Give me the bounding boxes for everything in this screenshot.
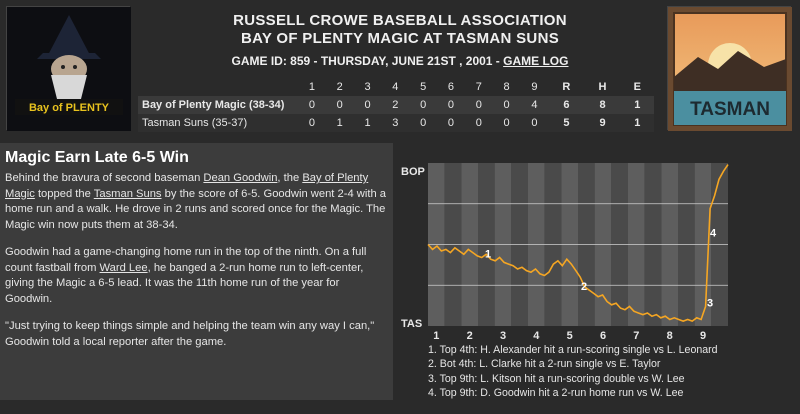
- inning-score: 0: [298, 96, 326, 114]
- inning-label: 1: [433, 330, 439, 342]
- inning-score: 0: [492, 96, 521, 114]
- story-text: , he banged a 2-run home run to left-cen…: [5, 261, 364, 305]
- win-probability-line: [427, 164, 729, 322]
- team-link-bop[interactable]: Bay of Plenty Magic: [5, 172, 369, 200]
- inning-label: 8: [667, 330, 673, 342]
- inning-score: 0: [409, 96, 438, 114]
- scoring-note: 2. Bot 4th: L. Clarke hit a 2-run single…: [428, 358, 661, 371]
- inning-header: 4: [392, 81, 399, 93]
- home-team-name[interactable]: Tasman Suns (35-37): [138, 114, 298, 132]
- story-text: by the score of 6-5. Goodwin went 2-4 wi…: [5, 187, 387, 231]
- inning-score: 0: [409, 114, 438, 132]
- inning-label: 2: [467, 330, 473, 342]
- away-team-name[interactable]: Bay of Plenty Magic (38-34): [138, 96, 298, 114]
- inning-label: 7: [633, 330, 639, 342]
- scoring-note: 4. Top 9th: D. Goodwin hit a 2-run home …: [428, 387, 684, 400]
- inning-score: 4: [520, 96, 549, 114]
- errors-total: 1: [620, 114, 654, 132]
- inning-label: 3: [500, 330, 506, 342]
- runs-total: 5: [548, 114, 585, 132]
- inning-header: 5: [420, 81, 427, 93]
- win-probability-chart: BOP TAS 1 2 3 4 1 2 3 4 5 6 7 8 9: [395, 143, 795, 408]
- title-block: RUSSELL CROWE BASEBALL ASSOCIATION BAY O…: [140, 12, 660, 68]
- game-info: GAME ID: 859 - THURSDAY, JUNE 21ST , 200…: [231, 54, 504, 68]
- inning-score: 3: [381, 114, 410, 132]
- inning-label: 4: [533, 330, 540, 342]
- bay-of-plenty-logo[interactable]: Bay of PLENTY: [6, 6, 131, 131]
- inning-score: 2: [381, 96, 410, 114]
- inning-header: 7: [475, 81, 482, 93]
- scoring-marker: 1: [485, 249, 491, 261]
- inning-score: 0: [325, 96, 354, 114]
- scoring-marker: 3: [707, 297, 713, 309]
- story-text: Behind the bravura of second baseman: [5, 172, 204, 184]
- story-text: , the: [277, 172, 303, 184]
- game-subtitle: GAME ID: 859 - THURSDAY, JUNE 21ST , 200…: [140, 54, 660, 68]
- inning-score: 1: [353, 114, 382, 132]
- inning-header: 8: [503, 81, 510, 93]
- inning-score: 0: [437, 114, 465, 132]
- hits-total: 9: [584, 114, 621, 132]
- inning-label: 9: [700, 330, 706, 342]
- svg-text:Bay of PLENTY: Bay of PLENTY: [29, 102, 110, 114]
- inning-score: 0: [298, 114, 326, 132]
- inning-header: 1: [308, 81, 315, 93]
- inning-header: 9: [531, 81, 538, 93]
- inning-header: 2: [336, 81, 343, 93]
- errors-total: 1: [620, 96, 654, 114]
- matchup-title: BAY OF PLENTY MAGIC AT TASMAN SUNS: [241, 30, 559, 47]
- away-team-row: Bay of Plenty Magic (38-34) 0 0 0 2 0 0 …: [138, 96, 654, 114]
- inning-score: 0: [520, 114, 549, 132]
- home-team-row: Tasman Suns (35-37) 0 1 1 3 0 0 0 0 0 5 …: [138, 114, 654, 132]
- bop-axis-label: BOP: [401, 166, 425, 178]
- scoring-notes: 1. Top 4th: H. Alexander hit a run-scori…: [428, 343, 718, 401]
- team-link-tasman[interactable]: Tasman Suns: [93, 187, 162, 200]
- tas-axis-label: TAS: [401, 318, 422, 330]
- scoring-note: 3. Top 9th: L. Kitson hit a run-scoring …: [428, 372, 685, 385]
- story-paragraph-2: Goodwin had a game-changing home run in …: [5, 245, 388, 307]
- errors-header: E: [633, 81, 641, 93]
- story-text: topped the: [34, 187, 94, 200]
- player-link-goodwin[interactable]: Dean Goodwin: [203, 172, 278, 184]
- game-story: Magic Earn Late 6-5 Win Behind the bravu…: [0, 143, 393, 400]
- scoring-marker: 2: [581, 281, 587, 293]
- win-probability-svg: BOP TAS 1 2 3 4 1 2 3 4 5 6 7 8 9: [401, 163, 729, 342]
- story-text: Goodwin had a game-changing home run in …: [5, 246, 367, 274]
- runs-header: R: [562, 81, 571, 93]
- hits-header: H: [598, 81, 607, 93]
- story-paragraph-3: "Just trying to keep things simple and h…: [5, 320, 375, 348]
- inning-score: 0: [464, 114, 493, 132]
- inning-score: 0: [492, 114, 521, 132]
- inning-label: 6: [600, 330, 606, 342]
- inning-label: 5: [567, 330, 573, 342]
- inning-header: 3: [364, 81, 371, 93]
- story-paragraph-1: Behind the bravura of second baseman Dea…: [5, 171, 388, 233]
- game-header: Bay of PLENTY RUSSELL CROWE BASEBALL ASS…: [0, 0, 800, 140]
- hits-total: 8: [584, 96, 621, 114]
- inning-score: 0: [353, 96, 382, 114]
- inning-header: 6: [447, 81, 455, 93]
- runs-total: 6: [548, 96, 585, 114]
- inning-score: 0: [464, 96, 493, 114]
- game-log-link[interactable]: GAME LOG: [503, 54, 569, 68]
- scoring-marker: 4: [710, 227, 717, 239]
- line-score: 1 2 3 4 5 6 7 8 9 R H E Bay of Plenty Ma…: [138, 78, 654, 132]
- league-title: RUSSELL CROWE BASEBALL ASSOCIATION: [233, 12, 567, 29]
- inning-score: 0: [437, 96, 465, 114]
- tasman-logo-text: TASMAN: [690, 99, 770, 120]
- tasman-logo[interactable]: TASMAN: [667, 6, 792, 131]
- inning-score: 1: [325, 114, 354, 132]
- player-link-lee[interactable]: Ward Lee: [99, 261, 148, 274]
- story-headline: Magic Earn Late 6-5 Win: [5, 149, 189, 166]
- scoring-note: 1. Top 4th: H. Alexander hit a run-scori…: [428, 344, 718, 356]
